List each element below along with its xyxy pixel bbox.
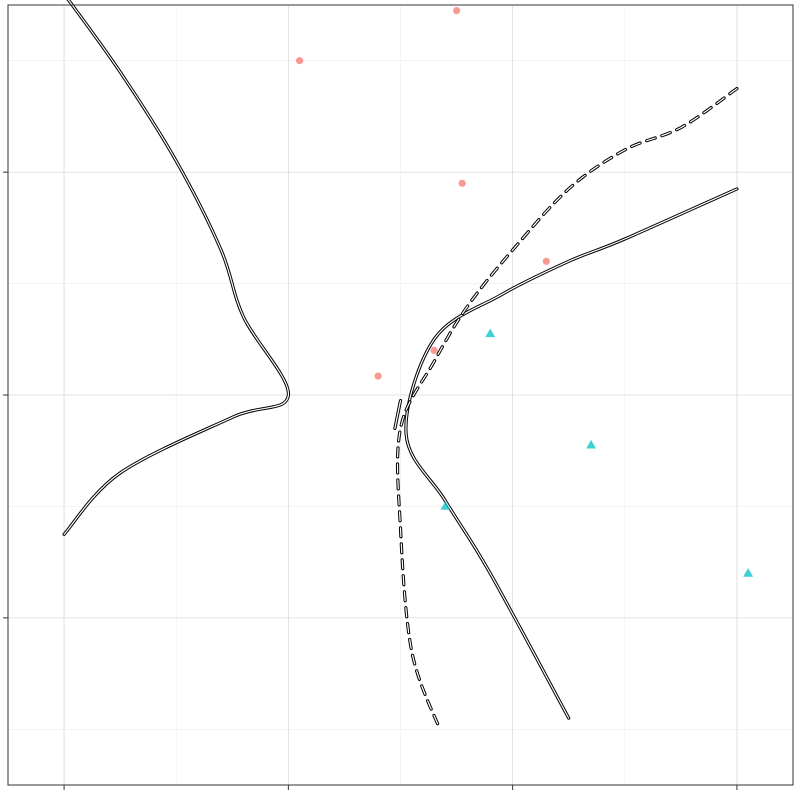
- circle-point: [375, 373, 382, 380]
- circle-point: [459, 180, 466, 187]
- circle-point: [431, 347, 438, 354]
- circle-point: [296, 57, 303, 64]
- circle-point: [453, 7, 460, 14]
- circle-point: [543, 258, 550, 265]
